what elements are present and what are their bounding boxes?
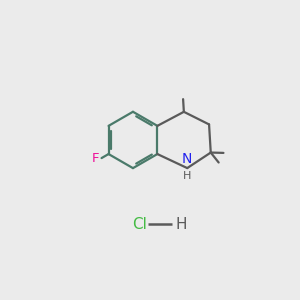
Text: H: H — [176, 217, 187, 232]
Text: N: N — [182, 152, 192, 166]
Text: Cl: Cl — [132, 217, 147, 232]
Text: F: F — [92, 152, 100, 165]
Text: H: H — [183, 171, 191, 181]
